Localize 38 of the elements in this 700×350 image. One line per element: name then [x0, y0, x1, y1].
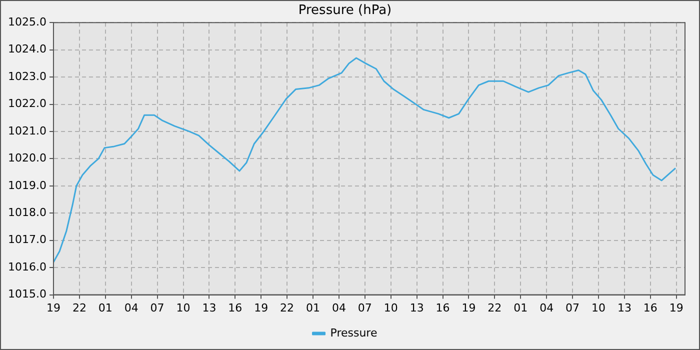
x-tick-label: 01 [98, 301, 112, 314]
x-tick-label: 13 [202, 301, 216, 314]
y-tick-label: 1021.0 [8, 124, 46, 138]
y-tick-label: 1020.0 [8, 152, 46, 165]
x-tick-label: 07 [150, 301, 164, 314]
legend-label: Pressure [330, 326, 378, 340]
x-tick-label: 07 [358, 301, 372, 314]
x-tick-label: 13 [617, 301, 632, 314]
y-tick-label: 1025.0 [8, 15, 46, 28]
x-tick-label: 19 [669, 301, 684, 314]
y-tick-label: 1019.0 [8, 178, 46, 192]
x-tick-label: 04 [540, 301, 554, 314]
chart-title: Pressure (hPa) [298, 3, 392, 18]
y-tick-label: 1016.0 [8, 260, 46, 274]
x-tick-label: 10 [176, 301, 190, 314]
x-tick-label: 16 [643, 301, 658, 314]
y-tick-label: 1022.0 [8, 97, 46, 110]
x-tick-label: 22 [72, 301, 86, 314]
x-tick-label: 01 [306, 301, 320, 314]
x-tick-label: 19 [254, 301, 268, 314]
y-tick-label: 1018.0 [8, 206, 46, 219]
x-tick-label: 22 [488, 301, 502, 314]
x-tick-label: 04 [332, 301, 346, 314]
x-tick-label: 10 [384, 301, 398, 314]
y-tick-label: 1017.0 [8, 233, 46, 246]
x-tick-label: 22 [280, 301, 294, 314]
y-tick-label: 1024.0 [8, 42, 46, 56]
x-tick-label: 10 [591, 301, 606, 314]
y-tick-label: 1015.0 [8, 288, 46, 301]
x-tick-label: 04 [124, 301, 138, 314]
x-tick-label: 16 [228, 301, 242, 314]
x-tick-label: 16 [436, 301, 450, 314]
x-tick-label: 13 [410, 301, 424, 314]
x-tick-label: 07 [566, 301, 580, 314]
x-tick-label: 19 [46, 301, 60, 314]
x-tick-label: 01 [514, 301, 528, 314]
y-tick-label: 1023.0 [8, 70, 46, 83]
x-tick-label: 19 [462, 301, 476, 314]
